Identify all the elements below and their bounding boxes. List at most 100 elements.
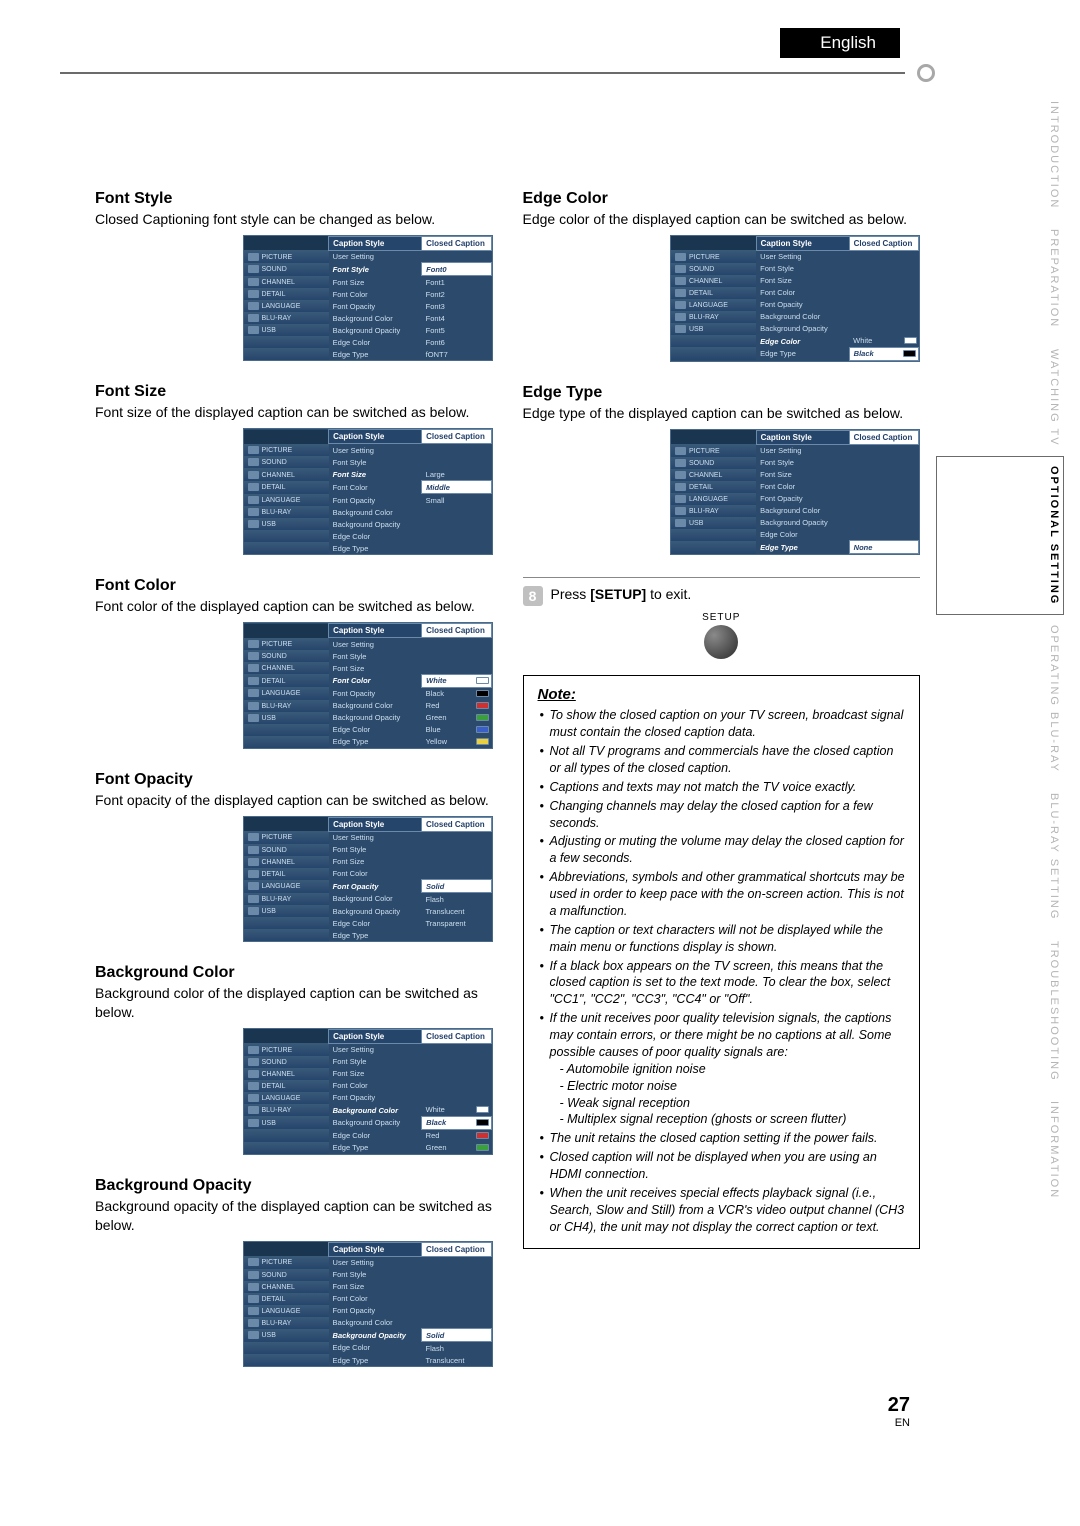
menu-category[interactable] [244, 530, 329, 542]
menu-option[interactable]: Font5 [422, 324, 491, 336]
menu-option[interactable] [849, 469, 918, 481]
menu-setting[interactable]: Font Size [329, 1281, 422, 1293]
menu-category[interactable]: PICTURE [244, 1256, 329, 1269]
menu-category[interactable]: CHANNEL [244, 662, 329, 674]
menu-setting[interactable]: Font Style [756, 263, 849, 275]
menu-category[interactable]: BLU-RAY [671, 505, 756, 517]
menu-setting[interactable]: Font Color [329, 868, 422, 880]
menu-option[interactable] [422, 506, 491, 518]
menu-category[interactable]: DETAIL [244, 288, 329, 300]
menu-setting[interactable]: User Setting [329, 1043, 422, 1056]
menu-option[interactable]: Font0 [422, 263, 491, 276]
menu-option[interactable] [422, 1305, 491, 1317]
menu-category[interactable] [671, 529, 756, 541]
menu-setting[interactable]: Background Opacity [329, 324, 422, 336]
menu-setting[interactable]: Font Size [329, 276, 422, 289]
menu-category[interactable]: DETAIL [244, 868, 329, 880]
menu-setting[interactable]: Edge Color [329, 1342, 422, 1355]
menu-option[interactable] [422, 456, 491, 468]
menu-category[interactable]: SOUND [244, 650, 329, 662]
menu-option[interactable]: Middle [422, 481, 491, 494]
sidenav-item[interactable]: PREPARATION [940, 223, 1060, 334]
menu-category[interactable]: LANGUAGE [244, 880, 329, 893]
menu-category[interactable]: USB [244, 1329, 329, 1342]
menu-setting[interactable]: Edge Type [756, 541, 849, 554]
menu-category[interactable]: LANGUAGE [671, 493, 756, 505]
menu-category[interactable]: PICTURE [244, 831, 329, 844]
sidenav-item[interactable]: INFORMATION [940, 1095, 1060, 1205]
menu-setting[interactable]: Edge Type [329, 1354, 422, 1366]
menu-category[interactable]: USB [244, 518, 329, 530]
menu-setting[interactable]: User Setting [329, 831, 422, 844]
menu-category[interactable] [671, 335, 756, 348]
menu-setting[interactable]: Font Color [756, 481, 849, 493]
menu-option[interactable] [422, 638, 491, 651]
menu-setting[interactable]: Edge Color [329, 917, 422, 929]
menu-setting[interactable]: Font Style [329, 650, 422, 662]
menu-setting[interactable]: Background Opacity [329, 712, 422, 724]
menu-setting[interactable]: Font Opacity [329, 687, 422, 700]
menu-setting[interactable]: User Setting [329, 444, 422, 457]
menu-option[interactable] [422, 518, 491, 530]
menu-option[interactable]: Small [422, 494, 491, 507]
menu-setting[interactable]: Font Color [329, 1293, 422, 1305]
menu-setting[interactable]: Font Size [329, 1068, 422, 1080]
menu-category[interactable]: SOUND [671, 263, 756, 275]
menu-option[interactable]: Font1 [422, 276, 491, 289]
menu-category[interactable]: PICTURE [244, 250, 329, 263]
menu-category[interactable] [244, 1342, 329, 1355]
menu-setting[interactable]: Background Opacity [329, 518, 422, 530]
menu-category[interactable] [244, 1354, 329, 1366]
menu-option[interactable] [849, 517, 918, 529]
menu-option[interactable] [849, 275, 918, 287]
menu-setting[interactable]: Background Color [756, 311, 849, 323]
menu-category[interactable]: CHANNEL [244, 1068, 329, 1080]
menu-setting[interactable]: Font Style [756, 457, 849, 469]
menu-category[interactable]: BLU-RAY [244, 312, 329, 324]
menu-category[interactable]: SOUND [244, 456, 329, 468]
menu-setting[interactable]: Font Color [329, 288, 422, 300]
menu-category[interactable]: CHANNEL [244, 856, 329, 868]
menu-setting[interactable]: Font Style [329, 263, 422, 276]
menu-setting[interactable]: Font Style [329, 456, 422, 468]
menu-option[interactable] [422, 650, 491, 662]
menu-category[interactable] [244, 336, 329, 348]
menu-option[interactable]: Black [849, 347, 918, 360]
menu-setting[interactable]: Edge Type [756, 347, 849, 360]
menu-option[interactable] [422, 1256, 491, 1269]
menu-option[interactable] [422, 542, 491, 554]
sidenav-item[interactable]: WATCHING TV [940, 343, 1060, 453]
menu-option[interactable] [849, 505, 918, 517]
menu-option[interactable]: Blue [422, 724, 491, 736]
menu-setting[interactable]: Edge Type [329, 929, 422, 941]
menu-category[interactable]: BLU-RAY [244, 893, 329, 906]
menu-option[interactable] [422, 662, 491, 674]
menu-setting[interactable]: User Setting [756, 250, 849, 263]
menu-option[interactable]: White [422, 1104, 491, 1117]
menu-setting[interactable]: Font Size [756, 469, 849, 481]
sidenav-item[interactable]: OPTIONAL SETTING [940, 460, 1060, 611]
menu-category[interactable] [244, 542, 329, 554]
menu-option[interactable] [422, 1080, 491, 1092]
menu-option[interactable] [849, 250, 918, 263]
menu-category[interactable]: SOUND [244, 844, 329, 856]
menu-option[interactable] [422, 856, 492, 868]
menu-setting[interactable]: Background Color [756, 505, 849, 517]
menu-option[interactable] [849, 444, 918, 457]
menu-option[interactable] [422, 250, 491, 263]
menu-category[interactable]: USB [671, 517, 756, 529]
menu-setting[interactable]: Font Opacity [329, 300, 422, 312]
menu-setting[interactable]: Font Opacity [329, 880, 422, 893]
menu-setting[interactable]: Edge Color [329, 336, 422, 348]
menu-category[interactable] [244, 1142, 329, 1154]
menu-option[interactable]: Font4 [422, 312, 491, 324]
menu-category[interactable]: SOUND [671, 457, 756, 469]
menu-category[interactable]: PICTURE [244, 638, 329, 651]
menu-setting[interactable]: Font Opacity [329, 1305, 422, 1317]
menu-setting[interactable]: User Setting [329, 638, 422, 651]
menu-category[interactable]: LANGUAGE [244, 687, 329, 700]
menu-option[interactable] [422, 929, 492, 941]
menu-category[interactable]: USB [244, 905, 329, 917]
menu-option[interactable]: Red [422, 1129, 491, 1142]
menu-setting[interactable]: Edge Color [756, 529, 849, 541]
